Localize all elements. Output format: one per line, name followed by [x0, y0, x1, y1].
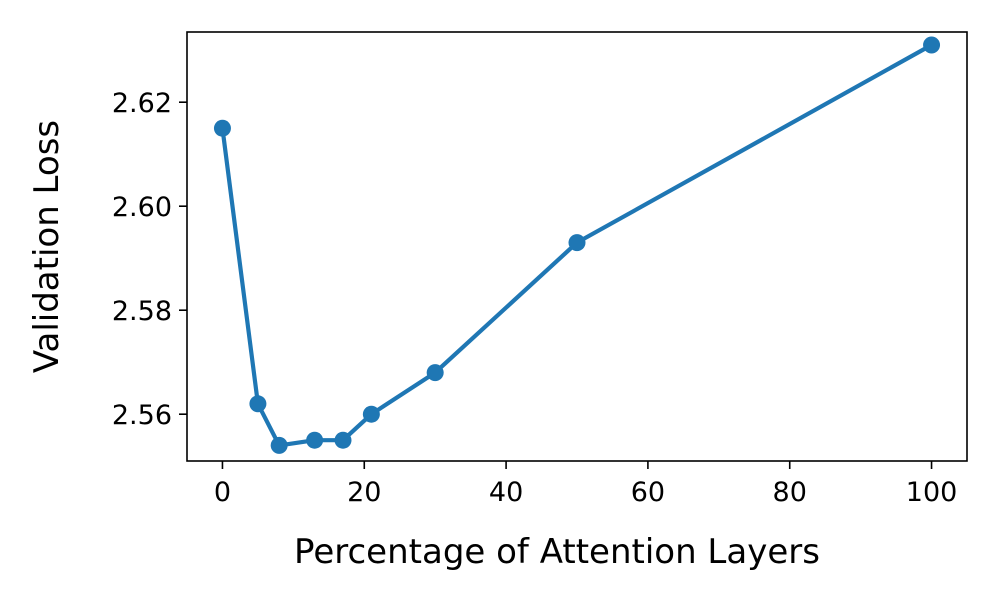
data-point	[426, 364, 444, 382]
y-tick-label: 2.56	[112, 400, 172, 431]
data-point	[923, 36, 941, 54]
data-point	[270, 436, 288, 454]
x-axis-label: Percentage of Attention Layers	[294, 532, 820, 572]
data-point	[213, 119, 231, 137]
data-point	[306, 431, 324, 449]
plot-frame	[186, 31, 968, 462]
series-layer	[213, 36, 941, 454]
x-tick-label: 60	[631, 477, 665, 508]
labels-layer: 0 20 40 60 80 100 2.56 2.58 2.60 2.62 Percentage o…	[27, 88, 957, 572]
x-tick-label: 20	[347, 477, 381, 508]
axes-layer	[179, 31, 968, 469]
data-point	[362, 405, 380, 423]
data-point	[249, 395, 267, 413]
y-axis-label: Validation Loss	[27, 120, 67, 373]
x-tick-label: 100	[906, 477, 958, 508]
x-tick-label: 80	[773, 477, 807, 508]
data-point	[568, 234, 586, 252]
x-tick-label: 0	[214, 477, 231, 508]
data-point	[334, 431, 352, 449]
y-tick-label: 2.60	[112, 192, 172, 223]
x-tick-label: 40	[489, 477, 523, 508]
y-tick-label: 2.58	[112, 296, 172, 327]
y-tick-label: 2.62	[112, 88, 172, 119]
